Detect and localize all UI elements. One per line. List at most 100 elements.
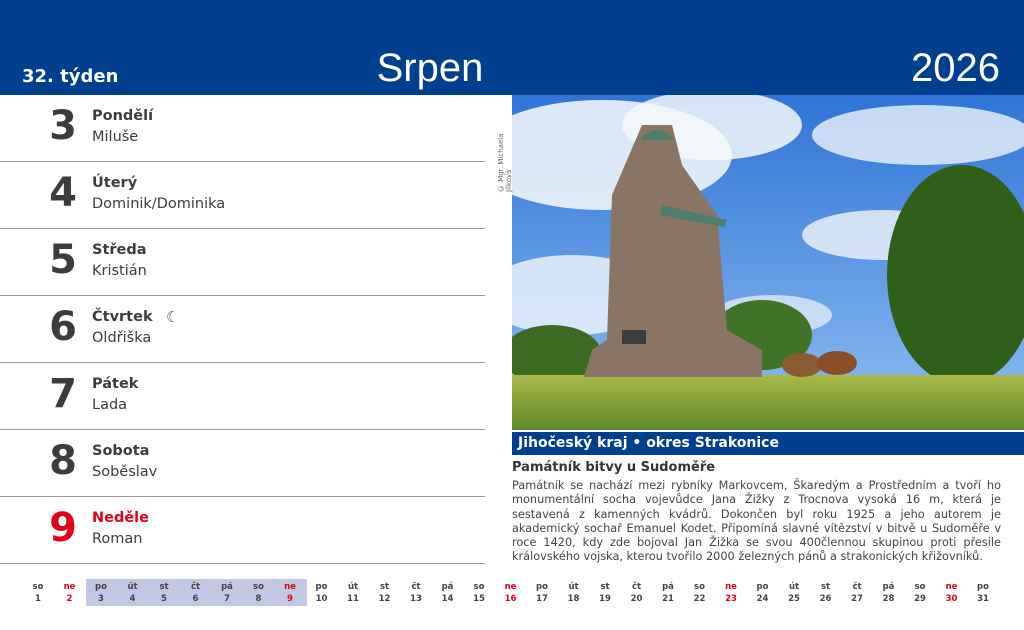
photo-copyright: © Mgr. Michaela Jílková [497, 133, 513, 193]
nameday: Dominik/Dominika [92, 196, 226, 212]
strip-weekday: so [473, 582, 485, 592]
day-number: 5 [49, 237, 77, 283]
strip-date: 21 [662, 594, 674, 604]
strip-date: 31 [977, 594, 989, 604]
strip-date: 3 [98, 594, 104, 604]
strip-weekday: út [347, 582, 359, 592]
strip-day: út 11 [338, 581, 368, 605]
strip-day: čt 20 [622, 581, 652, 605]
day-number: 7 [49, 371, 77, 417]
strip-date: 12 [378, 594, 391, 604]
strip-day: po 10 [307, 581, 337, 605]
day-number: 8 [49, 438, 77, 484]
strip-weekday: čt [190, 582, 201, 592]
strip-day: út 25 [779, 581, 809, 605]
article-title: Památník bitvy u Sudoměře [512, 460, 716, 475]
month-title: Srpen [376, 46, 484, 90]
strip-day: út 18 [559, 581, 589, 605]
strip-weekday: so [914, 582, 926, 592]
strip-day: so 1 [23, 581, 53, 605]
nameday: Miluše [92, 129, 139, 145]
strip-day: ne 2 [55, 581, 85, 605]
strip-weekday: st [159, 582, 169, 592]
photo-caption: Jihočeský kraj • okres Strakonice [512, 432, 1024, 455]
current-week-highlight [86, 579, 307, 606]
strip-day: po 24 [748, 581, 778, 605]
strip-date: 10 [315, 594, 328, 604]
strip-weekday: ne [284, 582, 296, 592]
strip-weekday: čt [631, 582, 642, 592]
strip-weekday: po [977, 582, 989, 592]
moon-phase-icon: ☾ [166, 308, 180, 326]
day-name: Úterý [92, 175, 138, 191]
day-row: 6 Čtvrtek Oldřiška ☾ [0, 296, 485, 363]
day-row: 7 Pátek Lada [0, 363, 485, 430]
strip-day: st 12 [370, 581, 400, 605]
day-number: 3 [49, 103, 77, 149]
strip-day: ne 9 [275, 581, 305, 605]
strip-date: 14 [441, 594, 454, 604]
strip-date: 20 [630, 594, 643, 604]
day-row: 8 Sobota Soběslav [0, 430, 485, 497]
strip-weekday: út [788, 582, 800, 592]
day-number: 4 [49, 170, 77, 216]
day-name: Pátek [92, 376, 139, 392]
strip-day: čt 27 [842, 581, 872, 605]
strip-date: 9 [287, 594, 293, 604]
day-name: Neděle [92, 510, 149, 526]
strip-weekday: út [127, 582, 138, 592]
strip-day: st 5 [149, 581, 179, 605]
strip-weekday: so [694, 582, 705, 592]
strip-weekday: ne [63, 582, 76, 592]
day-row: 5 Středa Kristián [0, 229, 485, 296]
strip-weekday: po [95, 582, 107, 592]
strip-day: pá 21 [653, 581, 683, 605]
strip-date: 8 [255, 594, 262, 604]
strip-weekday: čt [411, 582, 421, 592]
strip-day: po 17 [527, 581, 557, 605]
strip-date: 15 [473, 594, 485, 604]
strip-day: ne 23 [716, 581, 746, 605]
strip-day: ne 16 [496, 581, 526, 605]
strip-date: 6 [192, 594, 199, 604]
strip-weekday: pá [441, 582, 454, 592]
strip-day: so 8 [244, 581, 274, 605]
strip-day: ne 30 [937, 581, 967, 605]
strip-date: 16 [504, 594, 517, 604]
strip-date: 7 [224, 594, 230, 604]
day-name: Sobota [92, 443, 150, 459]
strip-date: 22 [693, 594, 706, 604]
nameday: Roman [92, 531, 143, 547]
strip-date: 19 [599, 594, 611, 604]
strip-date: 29 [914, 594, 926, 604]
nameday: Kristián [92, 263, 147, 279]
strip-day: pá 14 [433, 581, 463, 605]
strip-day: so 15 [464, 581, 494, 605]
strip-weekday: ne [504, 582, 517, 592]
strip-day: út 4 [118, 581, 148, 605]
day-number: 9 [49, 505, 77, 551]
strip-weekday: po [756, 582, 769, 592]
strip-weekday: so [253, 582, 264, 592]
strip-date: 23 [725, 594, 737, 604]
strip-date: 11 [347, 594, 359, 604]
strip-date: 5 [161, 594, 167, 604]
year-title: 2026 [911, 46, 1000, 90]
strip-date: 1 [35, 594, 41, 604]
strip-weekday: so [32, 582, 44, 592]
strip-weekday: pá [882, 582, 895, 592]
strip-weekday: st [600, 582, 610, 592]
strip-date: 2 [66, 594, 73, 604]
strip-weekday: ne [725, 582, 737, 592]
day-row: 4 Úterý Dominik/Dominika [0, 162, 485, 229]
strip-weekday: pá [221, 582, 233, 592]
strip-day: po 3 [86, 581, 116, 605]
header-bar [0, 0, 1024, 95]
strip-weekday: po [536, 582, 548, 592]
nameday: Oldřiška [92, 330, 152, 346]
strip-day: st 26 [811, 581, 841, 605]
article-text: Památník se nachází mezi rybníky Markovc… [512, 479, 1001, 564]
day-row: 9 Neděle Roman [0, 497, 485, 564]
strip-date: 18 [567, 594, 580, 604]
strip-date: 28 [882, 594, 895, 604]
